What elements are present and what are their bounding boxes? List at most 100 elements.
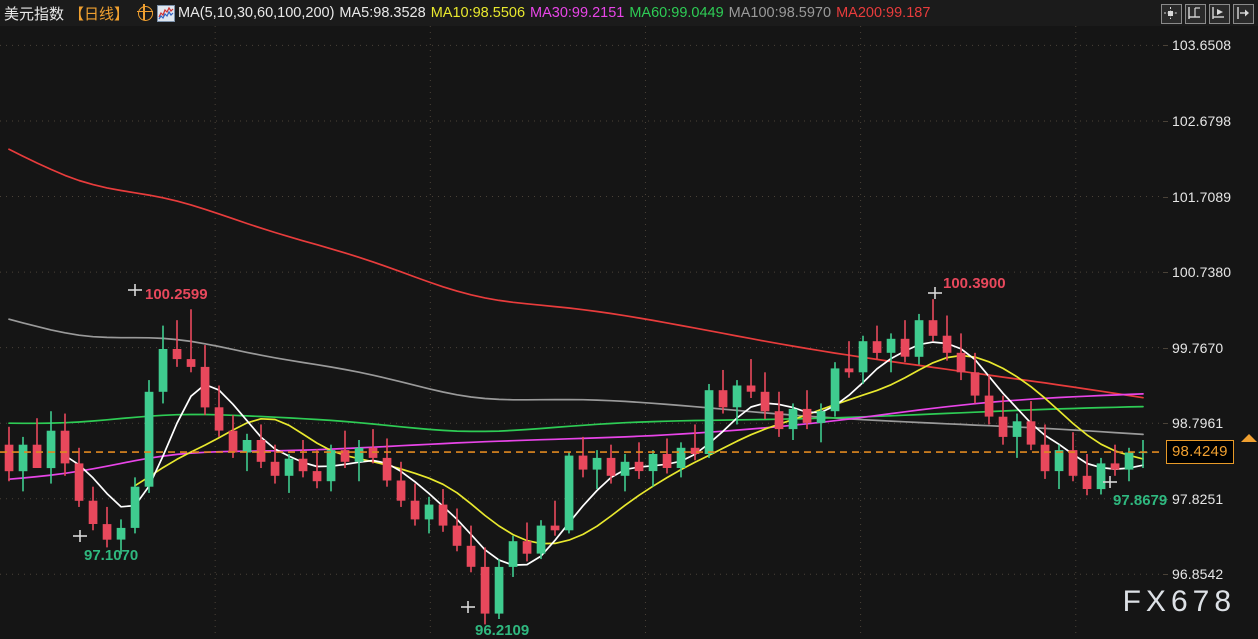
candle (662, 454, 672, 468)
candle (1026, 421, 1036, 445)
ma-line-ma5 (64, 341, 1144, 566)
symbol-name: 美元指数 (4, 5, 65, 23)
grid-lines (0, 26, 1163, 633)
price-axis[interactable]: 103.6508 102.6798 101.7089 100.7380 99.7670 9… (1163, 26, 1258, 633)
candle (326, 450, 336, 482)
candle (536, 525, 546, 554)
candle (830, 368, 840, 412)
ma200-readout: MA200:99.187 (836, 5, 931, 21)
candle (74, 463, 84, 501)
candle (760, 391, 770, 412)
candle (634, 461, 644, 472)
chart-plot-area[interactable] (0, 26, 1163, 633)
candle (242, 440, 252, 453)
candle (956, 352, 966, 373)
ma5-readout: MA5:98.3528 (339, 5, 426, 21)
ma-line-ma30 (8, 393, 1144, 481)
candle (592, 457, 602, 470)
candle (564, 455, 574, 531)
candle (186, 359, 196, 367)
candle (1110, 463, 1120, 470)
candle (858, 341, 868, 373)
candle (648, 454, 658, 472)
swing-high-right: 100.3900 (943, 275, 1006, 292)
axis-tick-label: 103.6508 (1172, 37, 1232, 54)
axis-tick-mark (1163, 423, 1168, 425)
candle (256, 440, 266, 462)
candle (438, 504, 448, 526)
current-price-arrow-icon (1241, 434, 1257, 443)
crosshair-tool-button[interactable] (1161, 4, 1182, 24)
ma-line-ma60 (8, 405, 1144, 433)
candle (774, 411, 784, 430)
candle (732, 385, 742, 408)
candle (620, 461, 630, 476)
axis-tick-label: 97.8251 (1172, 490, 1224, 507)
candle (452, 525, 462, 546)
candle (382, 457, 392, 481)
candle (494, 566, 504, 614)
ma60-readout: MA60:99.0449 (629, 5, 724, 21)
candle (4, 444, 14, 472)
candle (816, 411, 826, 423)
candle (606, 457, 616, 476)
measure-left-tool-button[interactable] (1185, 4, 1206, 24)
candle (718, 390, 728, 408)
candle (1040, 444, 1050, 472)
candle (746, 385, 756, 392)
exit-tool-button[interactable] (1233, 4, 1254, 24)
annotation-markers (73, 284, 1117, 613)
candlestick-canvas (0, 26, 1163, 633)
axis-tick-mark (1163, 574, 1168, 576)
axis-tick-label: 96.8542 (1172, 566, 1224, 583)
axis-tick-label: 99.7670 (1172, 339, 1224, 356)
candle (578, 455, 588, 470)
axis-tick-mark (1163, 120, 1168, 122)
candle (424, 504, 434, 520)
candle (984, 395, 994, 417)
swing-low-right: 97.8679 (1113, 492, 1168, 509)
candle (522, 541, 532, 554)
candle (1082, 475, 1092, 489)
ma-line-ma100 (8, 318, 1144, 436)
ma30-readout: MA30:99.2151 (530, 5, 625, 21)
watermark: FX678 (1122, 585, 1236, 618)
candle (1096, 463, 1106, 490)
axis-tick-mark (1163, 196, 1168, 198)
candle (172, 349, 182, 360)
candle (214, 407, 224, 431)
candle (410, 500, 420, 520)
ma10-readout: MA10:98.5506 (430, 5, 526, 21)
swing-low-mid: 96.2109 (475, 622, 530, 639)
crosshair-circle-icon[interactable] (136, 4, 154, 21)
candle (480, 566, 490, 614)
measure-right-tool-button[interactable] (1209, 4, 1230, 24)
candle (46, 430, 56, 469)
candle (550, 525, 560, 531)
period-label: 【日线】 (69, 5, 130, 23)
candle (298, 458, 308, 472)
candle (116, 527, 126, 540)
candle (676, 447, 686, 468)
axis-tick-label: 102.6798 (1172, 112, 1232, 129)
mini-chart-icon[interactable] (157, 4, 176, 22)
swing-high-left: 100.2599 (145, 286, 208, 303)
current-price-label[interactable]: 98.4249 (1166, 440, 1234, 465)
candle (928, 320, 938, 336)
axis-tick-mark (1163, 347, 1168, 349)
candle (340, 450, 350, 462)
axis-tick-label: 100.7380 (1172, 264, 1232, 281)
candle (886, 338, 896, 353)
candle (914, 320, 924, 357)
axis-tick-mark (1163, 45, 1168, 47)
candle (970, 372, 980, 396)
candle (284, 458, 294, 476)
axis-tick-label: 98.7961 (1172, 415, 1224, 432)
candle (704, 390, 714, 454)
ma-definition: MA(5,10,30,60,100,200) (178, 5, 335, 21)
axis-tick-mark (1163, 498, 1168, 500)
candle (942, 335, 952, 353)
candle (690, 447, 700, 454)
candle (18, 444, 28, 472)
